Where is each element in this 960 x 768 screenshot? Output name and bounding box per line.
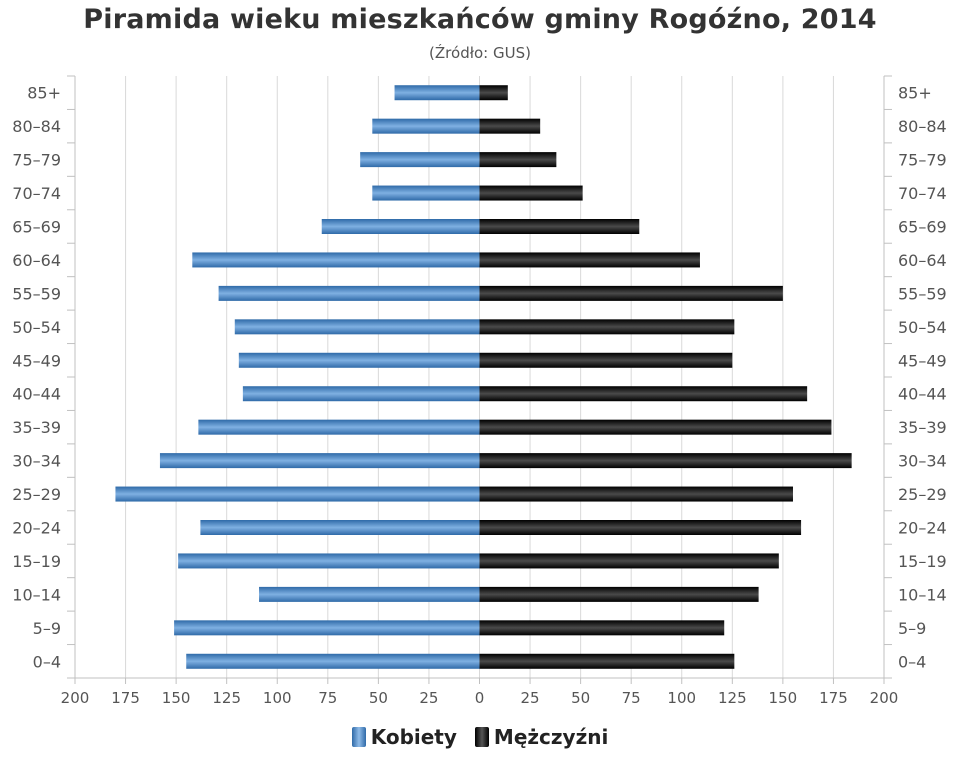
bar-mezczyzni	[479, 352, 733, 368]
bar-mezczyzni	[479, 620, 725, 636]
bar-mezczyzni	[479, 553, 779, 569]
legend-label-mezczyzni: Mężczyźni	[493, 725, 609, 749]
legend-swatch-kobiety	[351, 727, 366, 747]
bar-mezczyzni	[479, 285, 783, 301]
legend-item-kobiety[interactable]: Kobiety	[351, 725, 457, 749]
y-category-label-right: 30–34	[898, 452, 947, 471]
y-category-label-right: 45–49	[898, 351, 947, 370]
y-category-label-right: 35–39	[898, 418, 947, 437]
bar-kobiety	[192, 252, 480, 268]
bar-kobiety	[198, 419, 480, 435]
bar-mezczyzni	[479, 653, 735, 669]
bar-mezczyzni	[479, 185, 583, 201]
bar-mezczyzni	[479, 118, 541, 134]
bar-mezczyzni	[479, 419, 832, 435]
bar-kobiety	[360, 152, 480, 168]
bar-kobiety	[259, 586, 480, 602]
y-category-label-right: 40–44	[898, 385, 947, 404]
bar-mezczyzni	[479, 486, 793, 502]
legend-swatch-mezczyzni	[474, 727, 489, 747]
y-category-label-left: 65–69	[12, 218, 61, 237]
bar-mezczyzni	[479, 152, 557, 168]
x-tick-label: 25	[521, 689, 540, 707]
y-category-label-right: 70–74	[898, 184, 947, 203]
bar-kobiety	[394, 85, 480, 101]
bar-kobiety	[372, 185, 480, 201]
chart-legend: Kobiety Mężczyźni	[0, 722, 960, 752]
legend-item-mezczyzni[interactable]: Mężczyźni	[474, 725, 609, 749]
y-category-label-left: 45–49	[12, 351, 61, 370]
y-category-label-right: 60–64	[898, 251, 947, 270]
y-category-label-left: 5–9	[33, 619, 61, 638]
bar-mezczyzni	[479, 85, 508, 101]
bar-mezczyzni	[479, 219, 640, 234]
y-category-label-right: 85+	[898, 84, 932, 103]
y-category-label-left: 25–29	[12, 485, 61, 504]
chart-title: Piramida wieku mieszkańców gminy Rogóźno…	[83, 4, 877, 35]
bar-kobiety	[234, 319, 480, 335]
bar-mezczyzni	[479, 319, 735, 335]
y-category-label-left: 70–74	[12, 184, 61, 203]
x-tick-label: 75	[318, 689, 337, 707]
x-tick-label: 100	[667, 689, 696, 707]
y-category-label-left: 20–24	[12, 519, 61, 538]
y-category-label-right: 50–54	[898, 318, 947, 337]
bar-kobiety	[321, 219, 480, 234]
y-category-label-left: 15–19	[12, 552, 61, 571]
x-tick-label: 200	[61, 689, 90, 707]
x-tick-label: 150	[162, 689, 191, 707]
x-tick-label: 0	[475, 689, 485, 707]
x-tick-label: 175	[819, 689, 848, 707]
y-category-label-right: 0–4	[898, 652, 926, 671]
bar-kobiety	[238, 352, 480, 368]
y-category-label-left: 80–84	[12, 117, 61, 136]
y-category-label-right: 5–9	[898, 619, 926, 638]
bar-mezczyzni	[479, 252, 700, 268]
y-category-label-right: 55–59	[898, 284, 947, 303]
bar-kobiety	[159, 453, 480, 469]
x-tick-label: 50	[369, 689, 388, 707]
y-category-label-left: 10–14	[12, 585, 61, 604]
bar-kobiety	[218, 285, 480, 301]
bar-kobiety	[115, 486, 480, 502]
chart-subtitle: (Źródło: GUS)	[429, 44, 531, 62]
y-category-label-right: 15–19	[898, 552, 947, 571]
x-tick-label: 200	[870, 689, 899, 707]
y-category-label-left: 60–64	[12, 251, 61, 270]
y-category-label-left: 55–59	[12, 284, 61, 303]
x-tick-label: 50	[571, 689, 590, 707]
y-category-label-right: 75–79	[898, 151, 947, 170]
x-tick-label: 125	[718, 689, 747, 707]
y-category-label-left: 30–34	[12, 452, 61, 471]
y-category-label-left: 40–44	[12, 385, 61, 404]
y-category-label-left: 50–54	[12, 318, 61, 337]
bar-kobiety	[174, 620, 480, 636]
x-tick-label: 150	[769, 689, 798, 707]
y-category-label-right: 65–69	[898, 218, 947, 237]
bar-kobiety	[372, 118, 480, 134]
x-tick-label: 25	[419, 689, 438, 707]
y-category-label-right: 25–29	[898, 485, 947, 504]
legend-label-kobiety: Kobiety	[370, 725, 457, 749]
x-tick-label: 175	[111, 689, 140, 707]
bar-kobiety	[178, 553, 480, 569]
bar-kobiety	[242, 386, 480, 402]
bar-mezczyzni	[479, 586, 759, 602]
y-category-label-right: 20–24	[898, 519, 947, 538]
bar-mezczyzni	[479, 520, 802, 535]
x-tick-label: 100	[263, 689, 292, 707]
bar-mezczyzni	[479, 386, 808, 402]
bar-mezczyzni	[479, 453, 852, 469]
y-category-label-left: 75–79	[12, 151, 61, 170]
x-tick-label: 75	[622, 689, 641, 707]
y-category-label-right: 10–14	[898, 585, 947, 604]
x-tick-label: 125	[212, 689, 241, 707]
bar-kobiety	[186, 653, 480, 669]
y-category-label-left: 0–4	[33, 652, 61, 671]
y-category-label-left: 85+	[27, 84, 61, 103]
bar-kobiety	[200, 520, 480, 535]
y-category-label-left: 35–39	[12, 418, 61, 437]
y-category-label-right: 80–84	[898, 117, 947, 136]
